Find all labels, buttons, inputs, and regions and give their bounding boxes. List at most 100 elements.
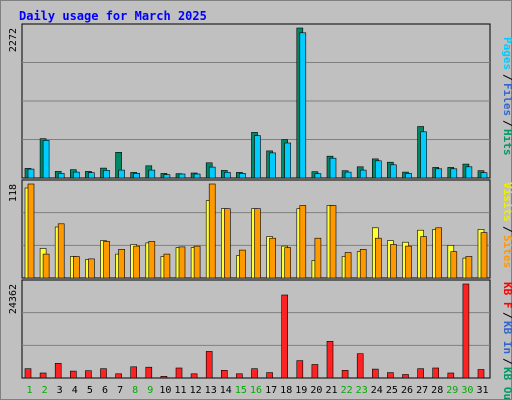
x-tick-label: 23 <box>356 385 368 396</box>
x-tick-label: 14 <box>220 385 232 396</box>
bar-kb-f <box>266 372 273 379</box>
bar-kb-f <box>115 373 122 379</box>
bar-kb-f <box>251 368 258 379</box>
bar-files <box>374 160 382 179</box>
bar-files <box>299 32 307 179</box>
bar-sites <box>405 245 412 279</box>
bar-sites <box>103 241 110 279</box>
x-tick-label: 29 <box>446 385 458 396</box>
x-tick-label: 22 <box>341 385 353 396</box>
bar-kb-f <box>190 373 198 379</box>
bar-kb-f <box>24 368 32 379</box>
legend-label: KB In <box>501 321 512 354</box>
bar-sites <box>314 237 322 279</box>
bar-files <box>359 169 367 179</box>
bar-kb-f <box>296 360 304 379</box>
bar-files <box>118 169 125 179</box>
bar-kb-f <box>236 373 243 379</box>
legend-label: Visits <box>501 182 512 222</box>
legend-separator: / <box>501 74 512 81</box>
bar-files <box>254 135 261 179</box>
bar-kb-f <box>432 367 440 379</box>
bar-sites <box>148 241 156 279</box>
bar-sites <box>193 245 201 279</box>
legend-label: Files <box>501 83 512 116</box>
bar-sites <box>374 237 382 279</box>
bar-files <box>390 164 397 179</box>
bar-sites <box>480 232 488 279</box>
bar-kb-f <box>402 374 409 379</box>
bar-sites <box>42 253 50 279</box>
bar-files <box>480 172 488 179</box>
x-tick-label: 12 <box>190 385 202 396</box>
bar-sites <box>344 252 352 279</box>
bar-kb-f <box>417 368 424 379</box>
legend-separator: / <box>501 226 512 233</box>
bar-kb-f <box>341 369 349 379</box>
bar-kb-f <box>462 283 470 379</box>
bar-files <box>344 171 352 179</box>
bar-sites <box>420 236 427 279</box>
bar-sites <box>299 205 307 279</box>
x-tick-label: 3 <box>57 385 63 396</box>
bar-kb-f <box>130 366 137 379</box>
legend-side-labels: KB F / KB In / KB Out <box>501 282 512 400</box>
bar-files <box>42 140 50 179</box>
x-tick-label: 19 <box>295 385 307 396</box>
x-tick-label: 2 <box>42 385 48 396</box>
day-labels: 1 2 3 4 5 6 7 8 9 10 11 12 13 14 15 16 17 18 19 20 21 22 23 24 2… <box>26 385 488 396</box>
x-tick-label: 28 <box>431 385 443 396</box>
bar-sites <box>359 249 367 279</box>
bar-kb-f <box>175 367 183 379</box>
bar-kb-f <box>311 364 319 379</box>
x-tick-label: 7 <box>117 385 123 396</box>
x-tick-label: 25 <box>386 385 398 396</box>
legend-separator: / <box>501 312 512 319</box>
bar-sites <box>73 256 80 279</box>
bar-kb-f <box>221 369 228 379</box>
bar-files <box>208 166 216 179</box>
x-tick-label: 18 <box>280 385 292 396</box>
x-tick-label: 8 <box>132 385 138 396</box>
bar-files <box>133 173 140 179</box>
bar-files <box>420 131 427 179</box>
bar-sites <box>465 256 473 279</box>
bar-files <box>269 152 276 179</box>
bar-files <box>148 169 156 179</box>
legend-separator: / <box>501 358 512 365</box>
x-tick-label: 1 <box>26 385 32 396</box>
bar-sites <box>284 247 292 279</box>
x-tick-label: 10 <box>159 385 171 396</box>
bar-sites <box>163 253 171 279</box>
bar-kb-f <box>371 368 379 379</box>
x-tick-label: 11 <box>174 385 186 396</box>
bar-kb-f <box>281 294 289 379</box>
bar-files <box>27 168 35 179</box>
bar-files <box>329 157 337 179</box>
chart-title: Daily usage for March 2025 <box>19 9 207 23</box>
bar-sites <box>450 251 458 279</box>
bar-files <box>193 173 201 179</box>
bar-sites <box>118 249 125 279</box>
bar-kb-f <box>160 375 168 379</box>
bar-kb-f <box>205 351 213 379</box>
legend-label: Pages <box>501 37 512 70</box>
x-tick-label: 6 <box>102 385 108 396</box>
bar-sites <box>435 227 443 279</box>
bar-sites <box>27 183 35 279</box>
bar-kb-f <box>326 340 334 379</box>
bar-sites <box>224 208 231 279</box>
x-tick-label: 13 <box>205 385 217 396</box>
bar-files <box>314 173 322 179</box>
bar-sites <box>254 208 261 279</box>
bar-kb-f <box>85 370 92 379</box>
x-tick-label: 26 <box>401 385 413 396</box>
bar-kb-f <box>54 362 62 379</box>
legend-side-labels: Pages / Files / Hits <box>501 37 512 156</box>
x-tick-label: 17 <box>265 385 277 396</box>
x-tick-label: 4 <box>72 385 78 396</box>
legend-label: KB Out <box>501 367 512 400</box>
bar-files <box>178 173 186 179</box>
y-max-label: 24362 <box>8 284 19 314</box>
